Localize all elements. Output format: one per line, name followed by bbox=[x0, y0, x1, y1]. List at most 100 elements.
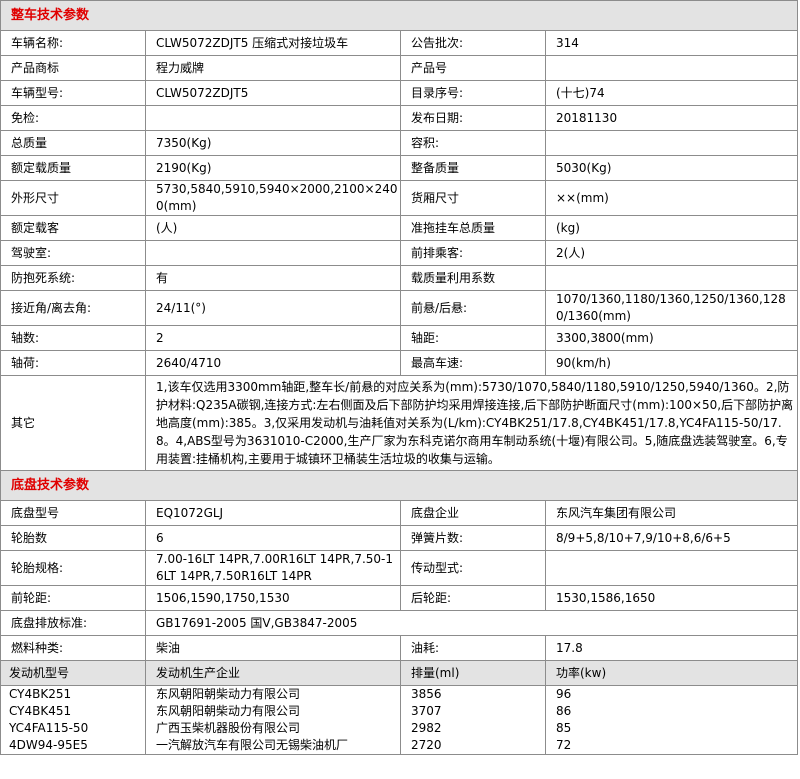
field-value bbox=[145, 105, 401, 131]
engine-row: CY4BK251 东风朝阳朝柴动力有限公司 3856 96 bbox=[0, 685, 799, 703]
field-label: 整备质量 bbox=[400, 155, 546, 181]
field-value bbox=[544, 55, 799, 81]
field-value: 2190(Kg) bbox=[145, 155, 401, 181]
field-value: 1070/1360,1180/1360,1250/1360,1280/1360(… bbox=[544, 290, 799, 326]
engine-cell: 2720 bbox=[400, 737, 546, 755]
field-value: 东风汽车集团有限公司 bbox=[544, 500, 799, 526]
field-value bbox=[145, 240, 401, 266]
engine-cell: 2982 bbox=[400, 720, 546, 737]
engine-cell: 86 bbox=[544, 703, 799, 720]
field-label: 底盘企业 bbox=[400, 500, 546, 526]
engine-row: YC4FA115-50 广西玉柴机器股份有限公司 2982 85 bbox=[0, 720, 799, 737]
field-label: 额定载质量 bbox=[0, 155, 146, 181]
field-value: CLW5072ZDJT5 bbox=[145, 80, 401, 106]
table-row: 燃料种类: 柴油 油耗: 17.8 bbox=[0, 635, 799, 661]
field-value: 2 bbox=[145, 325, 401, 351]
table-row: 前轮距: 1506,1590,1750,1530 后轮距: 1530,1586,165… bbox=[0, 585, 799, 611]
engine-cell: 4DW94-95E5 bbox=[0, 737, 146, 755]
field-value: 8/9+5,8/10+7,9/10+8,6/6+5 bbox=[544, 525, 799, 551]
field-label: 防抱死系统: bbox=[0, 265, 146, 291]
field-label: 轴数: bbox=[0, 325, 146, 351]
field-value: 7.00-16LT 14PR,7.00R16LT 14PR,7.50-16LT … bbox=[145, 550, 401, 586]
table-row: 车辆型号: CLW5072ZDJT5 目录序号: (十七)74 bbox=[0, 80, 799, 106]
field-label: 油耗: bbox=[400, 635, 546, 661]
table-row: 接近角/离去角: 24/11(°) 前悬/后悬: 1070/1360,1180/136… bbox=[0, 290, 799, 326]
field-value: (十七)74 bbox=[544, 80, 799, 106]
field-value: 有 bbox=[145, 265, 401, 291]
field-label: 轮胎规格: bbox=[0, 550, 146, 586]
spec-table: 整车技术参数 车辆名称: CLW5072ZDJT5 压缩式对接垃圾车 公告批次: 314… bbox=[0, 0, 799, 755]
field-label: 准拖挂车总质量 bbox=[400, 215, 546, 241]
table-row: 外形尺寸 5730,5840,5910,5940×2000,2100×2400(m… bbox=[0, 180, 799, 216]
field-value: 17.8 bbox=[544, 635, 799, 661]
field-label: 底盘型号 bbox=[0, 500, 146, 526]
table-row: 额定载质量 2190(Kg) 整备质量 5030(Kg) bbox=[0, 155, 799, 181]
table-row: 底盘排放标准: GB17691-2005 国V,GB3847-2005 bbox=[0, 610, 799, 636]
field-value: CLW5072ZDJT5 压缩式对接垃圾车 bbox=[145, 30, 401, 56]
field-label: 驾驶室: bbox=[0, 240, 146, 266]
table-row: 免检: 发布日期: 20181130 bbox=[0, 105, 799, 131]
engine-cell: 72 bbox=[544, 737, 799, 755]
field-label: 其它 bbox=[0, 375, 146, 471]
field-value: 1530,1586,1650 bbox=[544, 585, 799, 611]
engine-cell: 东风朝阳朝柴动力有限公司 bbox=[145, 685, 401, 703]
field-value: 24/11(°) bbox=[145, 290, 401, 326]
field-value bbox=[544, 265, 799, 291]
field-value: ××(mm) bbox=[544, 180, 799, 216]
field-value: 2(人) bbox=[544, 240, 799, 266]
field-value bbox=[544, 130, 799, 156]
column-header: 发动机型号 bbox=[0, 660, 146, 686]
field-label: 车辆名称: bbox=[0, 30, 146, 56]
table-row: 产品商标 程力威牌 产品号 bbox=[0, 55, 799, 81]
field-value: 1,该车仅选用3300mm轴距,整车长/前悬的对应关系为(mm):5730/10… bbox=[144, 375, 799, 471]
engine-cell: 东风朝阳朝柴动力有限公司 bbox=[145, 703, 401, 720]
field-label: 公告批次: bbox=[400, 30, 546, 56]
field-value: 6 bbox=[145, 525, 401, 551]
column-header: 功率(kw) bbox=[544, 660, 799, 686]
table-row: 轮胎规格: 7.00-16LT 14PR,7.00R16LT 14PR,7.50-… bbox=[0, 550, 799, 586]
section-header: 底盘技术参数 bbox=[0, 470, 799, 501]
field-label: 轴荷: bbox=[0, 350, 146, 376]
field-label: 燃料种类: bbox=[0, 635, 146, 661]
engine-cell: 3856 bbox=[400, 685, 546, 703]
field-value: 20181130 bbox=[544, 105, 799, 131]
field-value: 程力威牌 bbox=[145, 55, 401, 81]
field-value: 1506,1590,1750,1530 bbox=[145, 585, 401, 611]
field-label: 底盘排放标准: bbox=[0, 610, 146, 636]
engine-cell: YC4FA115-50 bbox=[0, 720, 146, 737]
field-label: 前轮距: bbox=[0, 585, 146, 611]
field-label: 额定载客 bbox=[0, 215, 146, 241]
table-row: 额定载客 (人) 准拖挂车总质量 (kg) bbox=[0, 215, 799, 241]
engine-cell: 广西玉柴机器股份有限公司 bbox=[145, 720, 401, 737]
field-label: 容积: bbox=[400, 130, 546, 156]
engine-cell: CY4BK451 bbox=[0, 703, 146, 720]
field-label: 轴距: bbox=[400, 325, 546, 351]
field-label: 接近角/离去角: bbox=[0, 290, 146, 326]
field-value: 5730,5840,5910,5940×2000,2100×2400(mm) bbox=[145, 180, 401, 216]
engine-header-row: 发动机型号 发动机生产企业 排量(ml) 功率(kw) bbox=[0, 660, 799, 686]
field-label: 总质量 bbox=[0, 130, 146, 156]
table-row: 总质量 7350(Kg) 容积: bbox=[0, 130, 799, 156]
field-value: (人) bbox=[145, 215, 401, 241]
engine-cell: 96 bbox=[544, 685, 799, 703]
field-value: 2640/4710 bbox=[145, 350, 401, 376]
field-label: 车辆型号: bbox=[0, 80, 146, 106]
field-value: 90(km/h) bbox=[544, 350, 799, 376]
field-label: 发布日期: bbox=[400, 105, 546, 131]
field-value: 3300,3800(mm) bbox=[544, 325, 799, 351]
field-value: 314 bbox=[544, 30, 799, 56]
section-title: 底盘技术参数 bbox=[0, 470, 799, 501]
engine-cell: 85 bbox=[544, 720, 799, 737]
engine-row: CY4BK451 东风朝阳朝柴动力有限公司 3707 86 bbox=[0, 703, 799, 720]
table-row: 轴数: 2 轴距: 3300,3800(mm) bbox=[0, 325, 799, 351]
engine-cell: CY4BK251 bbox=[0, 685, 146, 703]
table-row: 驾驶室: 前排乘客: 2(人) bbox=[0, 240, 799, 266]
field-value: 5030(Kg) bbox=[544, 155, 799, 181]
field-label: 最高车速: bbox=[400, 350, 546, 376]
field-value: 柴油 bbox=[145, 635, 401, 661]
table-row: 其它 1,该车仅选用3300mm轴距,整车长/前悬的对应关系为(mm):5730/… bbox=[0, 375, 799, 471]
table-row: 底盘型号 EQ1072GLJ 底盘企业 东风汽车集团有限公司 bbox=[0, 500, 799, 526]
field-label: 免检: bbox=[0, 105, 146, 131]
section-header: 整车技术参数 bbox=[0, 0, 799, 31]
